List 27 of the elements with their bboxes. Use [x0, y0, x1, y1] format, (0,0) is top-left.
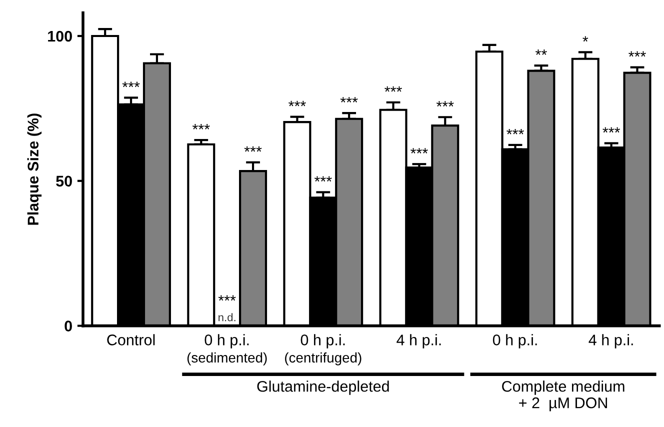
- x-tick-label: Control: [107, 334, 155, 346]
- y-tick-label: 100: [48, 30, 72, 42]
- data-label: ***: [122, 82, 140, 88]
- category-label: 0 h p.i. (centrifuged): [285, 334, 362, 366]
- text: Complete medium + 2 µM DON: [502, 380, 624, 412]
- data-label: ***: [288, 100, 306, 106]
- y-axis-title: Plaque Size (%): [27, 114, 42, 225]
- data-label: ***: [340, 97, 358, 102]
- data-label: ***: [436, 101, 454, 107]
- data-label: ***: [314, 176, 332, 182]
- data-label: ***: [602, 127, 620, 133]
- y-tick-label: 0: [64, 320, 72, 332]
- data-label: ***: [628, 51, 646, 57]
- text: Glutamine-depleted: [257, 380, 389, 395]
- data-label: ***: [506, 128, 524, 134]
- data-label: ***: [244, 146, 262, 152]
- text: *** n.d.: [218, 295, 236, 322]
- x-tick-label: 4 h p.i.: [588, 334, 633, 348]
- category-label: 0 h p.i. (sedimented): [187, 334, 267, 366]
- data-label: *: [582, 36, 588, 42]
- y-tick-label: 50: [56, 176, 72, 187]
- data-label: ***: [384, 86, 402, 92]
- data-label: **: [536, 50, 547, 55]
- data-label: ***: [410, 148, 428, 154]
- x-tick-label: 4 h p.i.: [396, 334, 441, 348]
- data-label: ***: [192, 124, 210, 130]
- x-tick-label: 0 h p.i.: [492, 334, 537, 348]
